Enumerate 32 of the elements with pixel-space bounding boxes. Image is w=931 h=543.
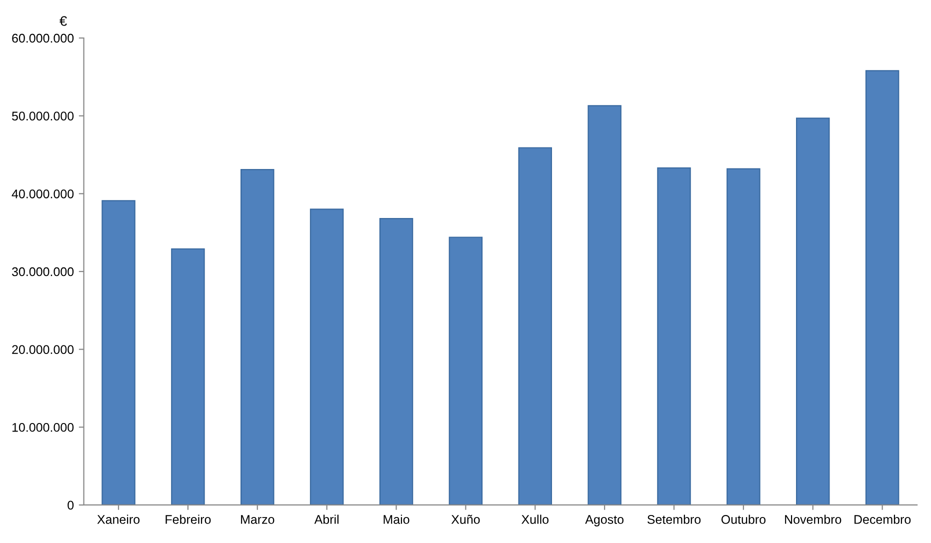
bar <box>518 147 552 505</box>
bar <box>796 118 830 505</box>
bar <box>448 236 483 505</box>
x-tick-label: Abril <box>314 514 338 524</box>
y-tick-label: 50.000.000 <box>12 112 74 120</box>
x-tick-label: Xuño <box>451 514 480 524</box>
x-tick-label: Outubro <box>721 514 766 524</box>
bar <box>588 105 622 505</box>
x-tick-label: Febreiro <box>166 514 211 524</box>
bar <box>865 70 900 505</box>
x-tick-label: Xullo <box>522 514 549 524</box>
y-tick-label: 20.000.000 <box>12 345 74 354</box>
x-tick-label: Decembro <box>854 514 911 524</box>
bar <box>657 167 691 505</box>
x-tick-label: Novembro <box>785 514 842 524</box>
bar <box>726 168 760 505</box>
y-tick-label: 30.000.000 <box>12 267 74 276</box>
bar <box>310 208 344 505</box>
bar <box>102 200 136 505</box>
bar <box>240 168 274 505</box>
x-tick-label: Maio <box>384 514 410 524</box>
x-tick-label: Setembro <box>647 514 701 524</box>
y-tick-label: 60.000.000 <box>12 34 74 43</box>
x-tick-label: Agosto <box>585 515 624 526</box>
x-tick-label: Marzo <box>241 515 274 524</box>
y-tick-label: 40.000.000 <box>12 189 74 198</box>
y-tick-label: 10.000.000 <box>12 422 74 432</box>
bar <box>171 248 205 505</box>
x-tick-label: Xaneiro <box>97 514 140 524</box>
y-axis-title: € <box>60 16 67 26</box>
bar <box>379 218 414 505</box>
y-tick-label: 0 <box>68 500 74 510</box>
